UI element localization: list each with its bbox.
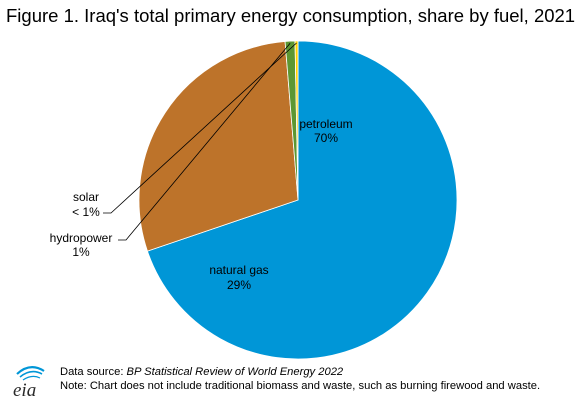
slice-label-hydropower: hydropower — [50, 231, 113, 245]
slice-value-hydropower: 1% — [72, 245, 90, 259]
chart-footer: eia Data source: BP Statistical Review o… — [8, 362, 578, 402]
slice-value-petroleum: 70% — [314, 131, 338, 145]
eia-logo-arc-3 — [22, 375, 41, 381]
pie-slice-petroleum — [146, 40, 458, 360]
slice-value-natural-gas: 29% — [227, 278, 251, 292]
leader-lines — [103, 42, 297, 241]
leader-line-hydropower — [118, 42, 291, 241]
eia-logo-arc-2 — [19, 370, 43, 378]
eia-logo: eia — [13, 366, 45, 400]
data-source-line: Data source: BP Statistical Review of Wo… — [60, 365, 540, 379]
leader-line-solar — [103, 42, 297, 214]
chart-title: Figure 1. Iraq's total primary energy co… — [6, 5, 576, 26]
pie-slices — [138, 40, 458, 360]
eia-logo-arc-1 — [16, 366, 45, 375]
footer-text: Data source: BP Statistical Review of Wo… — [60, 365, 540, 393]
slice-label-solar: solar — [73, 190, 99, 204]
eia-logo-text: eia — [13, 380, 36, 400]
data-source-name: BP Statistical Review of World Energy 20… — [126, 366, 344, 378]
slice-label-natural-gas: natural gas — [209, 263, 268, 277]
pie-slice-solar — [294, 40, 299, 201]
data-source-prefix: Data source: — [60, 366, 127, 378]
chart-note: Note: Chart does not include traditional… — [60, 380, 541, 392]
pie-slice-natural-gas — [138, 41, 299, 252]
slice-value-solar: < 1% — [72, 205, 100, 219]
slice-label-petroleum: petroleum — [299, 117, 352, 131]
